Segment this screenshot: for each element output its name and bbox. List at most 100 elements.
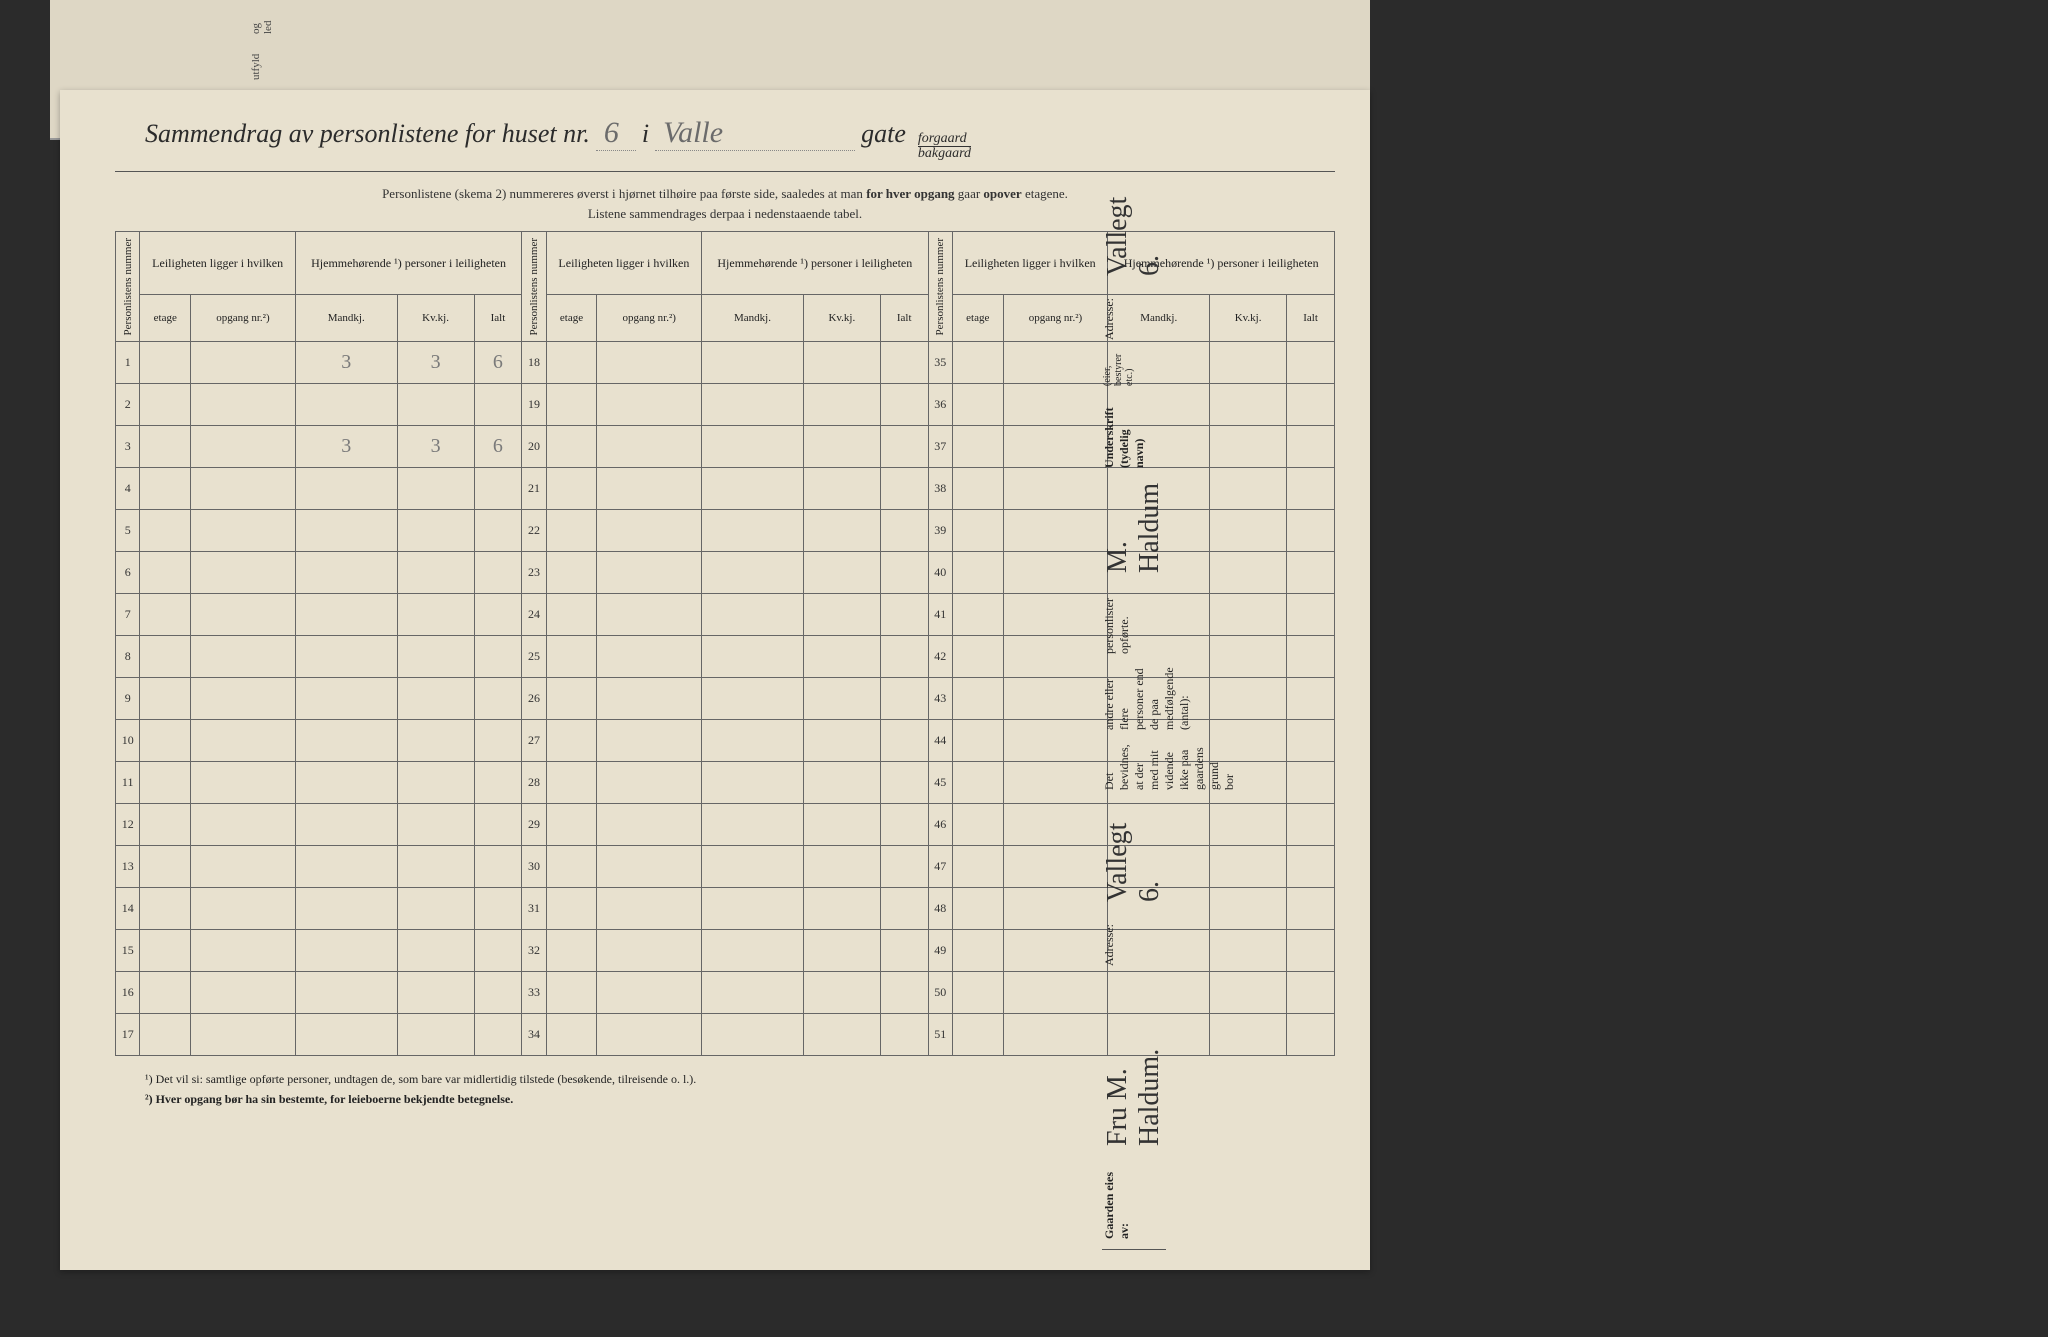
row-number: 33 [522,972,546,1014]
cell-opgang [1003,1014,1108,1056]
row-number: 10 [116,720,140,762]
cell-mandkj [702,594,804,636]
cell-mandkj [295,384,397,426]
col-personlistens-nummer: Personlistens nummer [116,232,140,342]
cell-opgang [191,930,296,972]
cell-kvkj [397,510,474,552]
row-number: 26 [522,678,546,720]
cell-opgang [191,804,296,846]
cell-kvkj [397,1014,474,1056]
cell-opgang [1003,594,1108,636]
cell-mandkj [702,762,804,804]
cell-etage [140,426,191,468]
cell-etage [546,720,597,762]
row-number: 35 [928,342,952,384]
col-mandkj: Mandkj. [702,295,804,342]
i-word: i [642,119,649,149]
eier-note: (eier, bestyrer etc.) [1102,354,1237,386]
cell-etage [952,384,1003,426]
cell-kvkj [803,426,880,468]
cell-opgang [597,804,702,846]
cell-kvkj [397,972,474,1014]
col-hjemmehorende: Hjemmehørende ¹) personer i leiligheten [295,232,521,295]
cell-etage [952,594,1003,636]
cell-kvkj [397,846,474,888]
cell-ialt [474,762,522,804]
cell-ialt [880,972,928,1014]
cell-mandkj [702,678,804,720]
cell-ialt [474,846,522,888]
cell-mandkj [702,720,804,762]
row-number: 23 [522,552,546,594]
row-number: 44 [928,720,952,762]
cell-ialt [474,468,522,510]
row-number: 31 [522,888,546,930]
cell-ialt: 6 [474,342,522,384]
owner-adresse-value: Vallegt 6. [1102,810,1166,902]
adresse-label: Adresse: [1102,298,1237,340]
title-line: Sammendrag av personlistene for huset nr… [115,110,1335,172]
col-etage: etage [546,295,597,342]
cell-mandkj [295,510,397,552]
col-leiligheten: Leiligheten ligger i hvilken [546,232,701,295]
subnote-text: Personlistene (skema 2) nummereres øvers… [382,186,863,201]
peek-word: og led [250,20,274,33]
row-number: 4 [116,468,140,510]
cell-etage [546,594,597,636]
cell-opgang [191,468,296,510]
owner-name: Fru M. Haldum. [1102,980,1166,1146]
cell-kvkj [803,552,880,594]
cell-etage [546,636,597,678]
cell-opgang [597,888,702,930]
cell-ialt [880,342,928,384]
row-number: 11 [116,762,140,804]
col-etage: etage [140,295,191,342]
cell-etage [952,510,1003,552]
cell-kvkj [397,594,474,636]
owner-label: Gaarden eies av: [1102,1161,1166,1240]
cell-mandkj [702,888,804,930]
cell-opgang [597,972,702,1014]
cell-opgang [1003,804,1108,846]
peek-text: utfyld og led ningsg [250,0,274,80]
col-hjemmehorende: Hjemmehørende ¹) personer i leiligheten [702,232,928,295]
cell-etage [140,972,191,1014]
row-number: 36 [928,384,952,426]
signature: M. Haldum [1102,482,1237,572]
cell-mandkj [702,972,804,1014]
row-number: 14 [116,888,140,930]
cell-opgang [1003,888,1108,930]
cell-kvkj [803,342,880,384]
cell-etage [140,720,191,762]
col-opgang: opgang nr.²) [191,295,296,342]
cell-ialt [880,762,928,804]
cell-opgang [1003,636,1108,678]
cell-opgang [191,1014,296,1056]
row-number: 15 [116,930,140,972]
cell-opgang [1003,468,1108,510]
cell-opgang [191,342,296,384]
cell-mandkj: 3 [295,342,397,384]
cell-mandkj [702,342,804,384]
street-name: Valle [655,116,855,151]
cell-kvkj [803,468,880,510]
subnote-bold: opover [983,186,1021,201]
cell-mandkj [702,804,804,846]
cell-etage [546,972,597,1014]
row-number: 17 [116,1014,140,1056]
cell-etage [140,762,191,804]
subnote-text: gaar [958,186,980,201]
cell-ialt [474,510,522,552]
cell-mandkj [295,846,397,888]
cell-mandkj [295,1014,397,1056]
attestation-text: Det bevidnes, at der med mit vidende ikk… [1102,744,1237,790]
cell-kvkj [397,762,474,804]
cell-opgang [597,1014,702,1056]
cell-etage [952,552,1003,594]
owner-adresse-label: Adresse: [1102,924,1166,966]
cell-etage [952,678,1003,720]
cell-opgang [597,342,702,384]
cell-ialt [880,804,928,846]
cell-etage [546,552,597,594]
owner-block: Gaarden eies av: Fru M. Haldum. Adresse:… [1102,810,1166,1250]
